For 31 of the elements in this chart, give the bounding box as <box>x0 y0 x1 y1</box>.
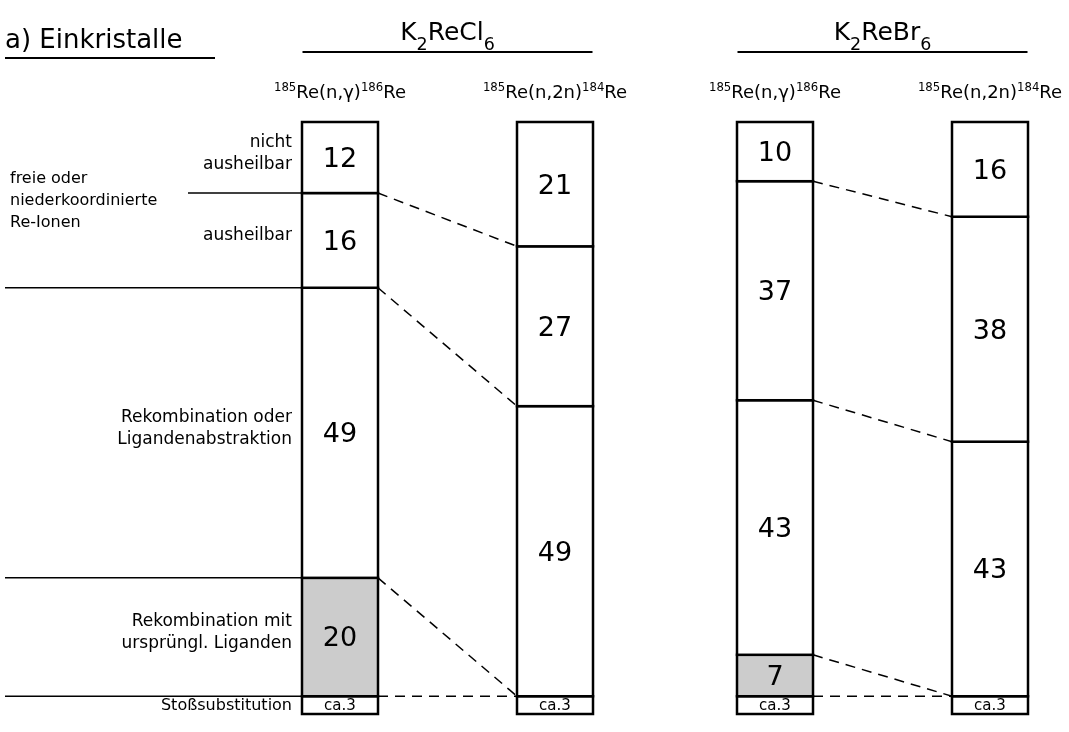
data-label: 16 <box>322 224 358 256</box>
data-label: ca.3 <box>759 696 791 715</box>
series-label: Rekombination oder Ligandenabstraktion <box>117 405 292 448</box>
text: K$_{2}$ReBr$_{6}$ <box>833 17 932 54</box>
text: K$_{2}$ReCl$_{6}$ <box>400 17 495 54</box>
data-label: 10 <box>757 136 793 168</box>
chart-title: a) Einkristalle <box>5 24 183 54</box>
series-label: Rekombination mit ursprüngl. Liganden <box>121 610 293 653</box>
x-tick-label: $^{185}$Re(n,γ)$^{186}$Re <box>273 80 407 102</box>
data-label: ca.3 <box>974 696 1006 715</box>
data-label: 49 <box>322 417 358 449</box>
data-label: ca.3 <box>539 696 571 715</box>
text: freie oder niederkoordinierte Re-Ionen <box>10 167 158 231</box>
data-label: 7 <box>766 659 784 691</box>
data-label: 21 <box>537 168 573 200</box>
data-label: ca.3 <box>324 696 356 715</box>
data-label: 20 <box>322 621 358 653</box>
data-label: 49 <box>537 535 573 567</box>
data-label: 43 <box>757 511 793 543</box>
x-tick-label: $^{185}$Re(n,γ)$^{186}$Re <box>708 80 842 102</box>
x-tick-label: $^{185}$Re(n,2n)$^{184}$Re <box>482 80 628 102</box>
data-label: 27 <box>537 310 573 342</box>
series-label: Stoßsubstitution <box>160 695 292 715</box>
x-tick-label: $^{185}$Re(n,2n)$^{184}$Re <box>917 80 1063 102</box>
data-label: 12 <box>322 141 358 173</box>
series-label: nicht ausheilbar <box>203 130 293 173</box>
data-label: 37 <box>757 275 793 307</box>
data-label: 38 <box>972 313 1008 345</box>
data-label: 16 <box>972 153 1008 185</box>
series-label: ausheilbar <box>203 224 292 245</box>
data-label: 43 <box>972 553 1008 585</box>
